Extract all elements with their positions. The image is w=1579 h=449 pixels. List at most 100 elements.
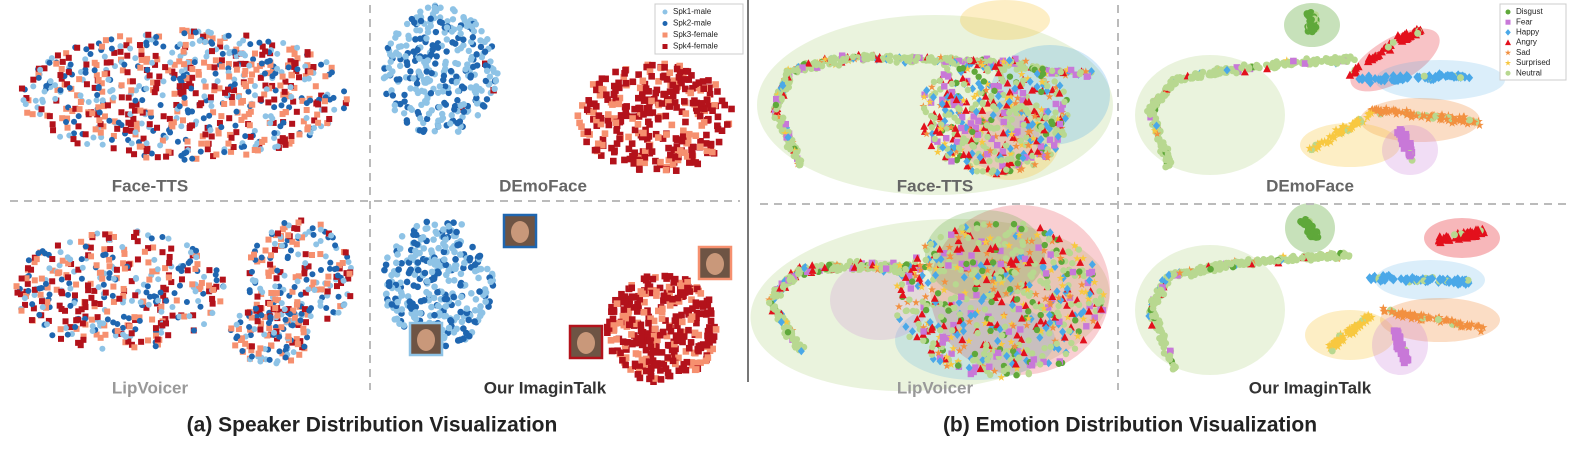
scatter-point [927,54,934,62]
scatter-point [1009,321,1018,330]
scatter-point [1054,67,1061,75]
scatter-point [98,134,105,141]
scatter-point [90,134,97,141]
scatter-point [54,52,61,59]
scatter-point [165,274,172,281]
scatter-point [683,139,690,147]
scatter-point [660,292,668,300]
scatter-point [693,366,700,373]
scatter-point [221,148,228,155]
scatter-point [341,88,348,95]
scatter-point [189,281,196,288]
scatter-point [948,80,956,88]
scatter-point [333,283,340,290]
scatter-point [248,343,255,350]
scatter-point [794,67,802,74]
scatter-point [410,239,418,247]
scatter-point [483,67,491,75]
scatter-point [424,57,432,64]
scatter-point [407,266,415,273]
scatter-point [318,61,325,68]
scatter-point [1089,316,1098,325]
scatter-point [49,332,56,339]
scatter-point [288,93,295,100]
scatter-point [1051,336,1059,345]
scatter-point [709,148,716,156]
scatter-point [931,135,939,143]
scatter-point [1012,55,1019,63]
scatter-point [597,152,605,159]
scatter-point [121,250,128,257]
scatter-point [617,319,624,327]
scatter-point [688,146,695,154]
scatter-point [1048,237,1057,245]
scatter-point [895,261,904,269]
scatter-point [420,76,428,84]
scatter-point [631,126,639,134]
scatter-point [607,337,615,344]
scatter-point [250,56,257,63]
scatter-point [212,70,219,77]
scatter-point [154,266,161,273]
scatter-point [927,82,936,91]
scatter-point [381,266,388,274]
scatter-point [132,55,139,62]
scatter-point [296,74,303,81]
scatter-point [436,18,444,26]
scatter-point [191,59,198,66]
scatter-point [975,73,982,81]
scatter-point [143,85,150,92]
scatter-point [206,112,213,119]
scatter-point [1044,146,1051,153]
scatter-point [1077,309,1085,319]
scatter-point [251,92,258,99]
scatter-point [643,367,650,375]
scatter-point [670,350,678,357]
scatter-point [703,96,711,104]
scatter-point [685,287,692,294]
scatter-point [417,115,424,122]
scatter-point [677,328,684,336]
scatter-point [176,58,183,65]
scatter-point [82,304,89,311]
scatter-point [267,261,274,268]
scatter-point [311,117,318,124]
scatter-point [120,260,127,267]
scatter-point [302,73,309,80]
scatter-point [438,116,445,123]
scatter-point [59,58,66,65]
scatter-point [718,127,726,134]
scatter-point [257,326,264,333]
scatter-point [821,55,829,63]
scatter-point [1025,337,1032,344]
scatter-point [189,66,196,73]
scatter-point [80,333,87,340]
scatter-point [308,284,315,291]
scatter-point [83,81,90,88]
scatter-point [269,115,276,122]
scatter-point [437,4,444,11]
scatter-point [849,53,857,61]
scatter-point [411,271,419,278]
scatter-point [128,127,135,134]
scatter-point [1021,57,1030,65]
scatter-point [453,73,460,80]
scatter-point [1465,116,1473,124]
scatter-point [39,96,46,103]
scatter-point [1427,111,1436,120]
scatter-point [36,311,43,318]
scatter-point [1053,250,1060,258]
scatter-point [994,92,1002,101]
scatter-point [65,291,72,298]
scatter-point [305,75,312,82]
scatter-point [231,87,238,94]
scatter-point [1323,136,1333,145]
scatter-point [689,151,696,159]
scatter-point [987,57,994,64]
scatter-point [274,267,281,274]
scatter-point [981,118,990,126]
scatter-point [978,106,987,114]
scatter-point [71,292,78,299]
scatter-point [254,140,261,147]
scatter-point [273,290,280,297]
